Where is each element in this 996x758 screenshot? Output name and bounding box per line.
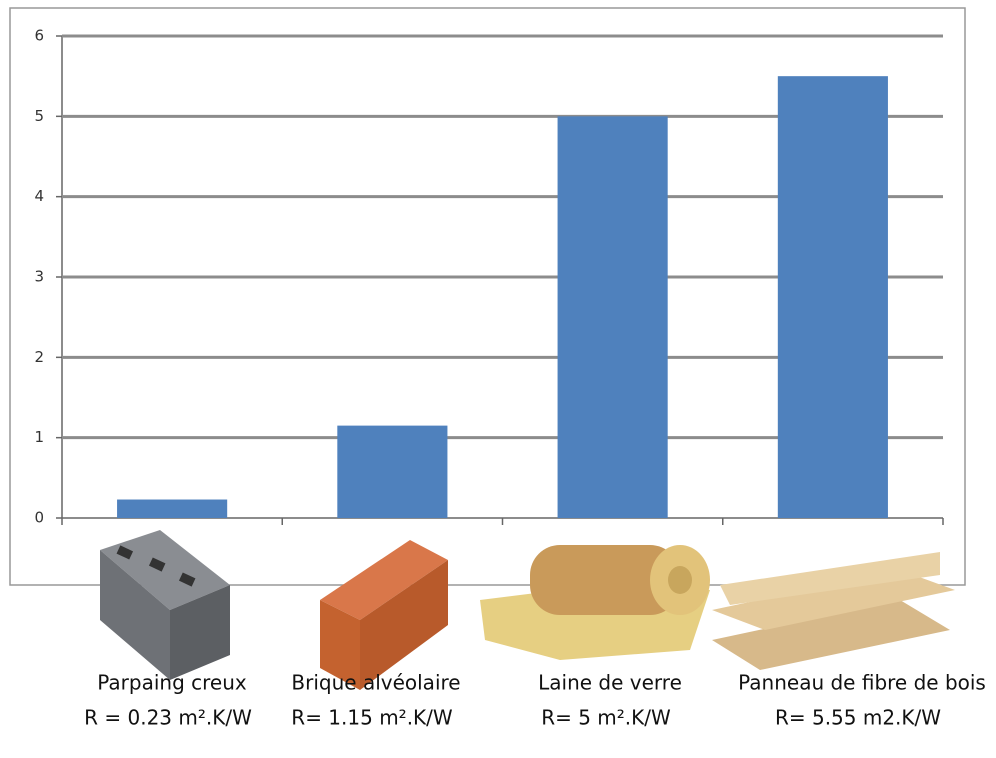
y-tick-label: 0 — [34, 509, 44, 527]
y-tick-label: 6 — [34, 27, 44, 45]
y-tick-label: 5 — [34, 107, 44, 125]
y-tick-label: 4 — [34, 187, 44, 205]
r-value-label: R= 1.15 m².K/W — [291, 706, 453, 730]
category-label: Brique alvéolaire — [291, 671, 460, 695]
bar — [777, 76, 888, 519]
brick-image — [320, 540, 448, 690]
bar — [117, 499, 228, 518]
category-label: Laine de verre — [538, 671, 682, 695]
concrete-block-image — [100, 530, 230, 680]
category-label: Panneau de fibre de bois — [738, 671, 986, 695]
wood-fibre-panel-image — [712, 552, 955, 670]
y-tick-label: 3 — [34, 268, 44, 286]
y-tick-label: 1 — [34, 428, 44, 446]
glass-wool-image — [480, 545, 710, 660]
r-value-label: R= 5.55 m2.K/W — [775, 706, 941, 730]
r-value-label: R= 5 m².K/W — [541, 706, 671, 730]
y-tick-label: 2 — [34, 348, 44, 366]
category-label: Parpaing creux — [97, 671, 247, 695]
bar — [557, 116, 668, 518]
bar — [337, 425, 448, 518]
r-value-label: R = 0.23 m².K/W — [84, 706, 252, 730]
